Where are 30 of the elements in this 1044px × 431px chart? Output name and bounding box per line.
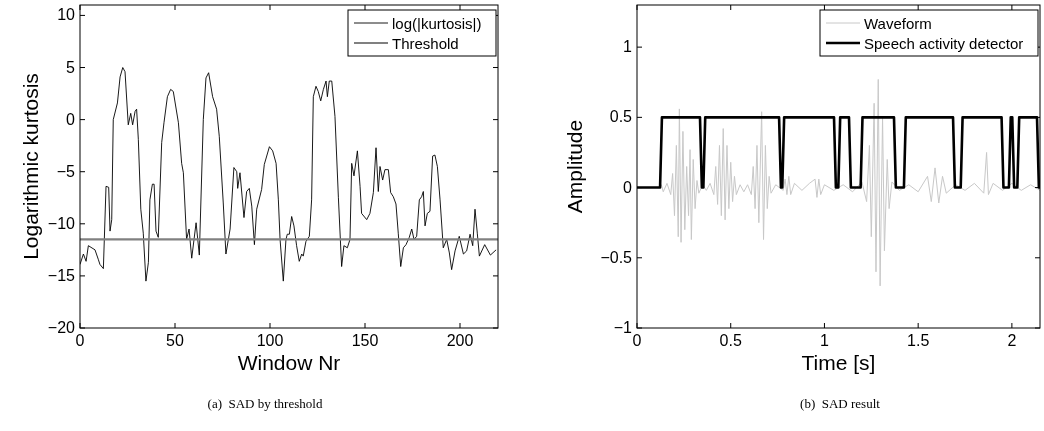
text: (b) SAD result: [800, 396, 881, 411]
x-tick-label: 100: [256, 332, 284, 349]
legend-label: Waveform: [864, 15, 932, 32]
y-tick-label: 0.5: [609, 108, 633, 126]
x-tick-label: 50: [166, 332, 184, 349]
legend-label: Threshold: [392, 35, 459, 52]
y-tick-label: 0: [623, 178, 633, 196]
x-tick-label: 1: [819, 332, 829, 349]
y-tick-label: 10: [57, 6, 76, 24]
y-tick-label: −1: [613, 319, 633, 336]
y-tick-label: 0: [66, 110, 76, 128]
legend-label: log(|kurtosis|): [392, 15, 482, 32]
x-axis-title: Window Nr: [237, 351, 341, 374]
y-axis-title: Amplitude: [563, 119, 586, 214]
y-tick-label: −5: [56, 162, 76, 180]
x-axis-title: Time [s]: [801, 351, 876, 374]
x-tick-label: 1.5: [907, 332, 930, 349]
y-tick-label: 5: [66, 58, 76, 76]
x-tick-label: 200: [446, 332, 474, 349]
y-axis-title: Logarithmic kurtosis: [19, 73, 42, 260]
text: (a) SAD by threshold: [207, 396, 323, 411]
x-tick-label: 150: [351, 332, 379, 349]
legend-label: Speech activity detector: [864, 35, 1024, 52]
x-tick-label: 2: [1007, 332, 1017, 349]
y-tick-label: −10: [47, 214, 76, 232]
y-tick-label: −0.5: [600, 248, 633, 266]
y-tick-label: −20: [47, 319, 76, 336]
x-tick-label: 0.5: [719, 332, 742, 349]
y-tick-label: −15: [47, 266, 76, 284]
y-tick-label: 1: [623, 38, 633, 56]
